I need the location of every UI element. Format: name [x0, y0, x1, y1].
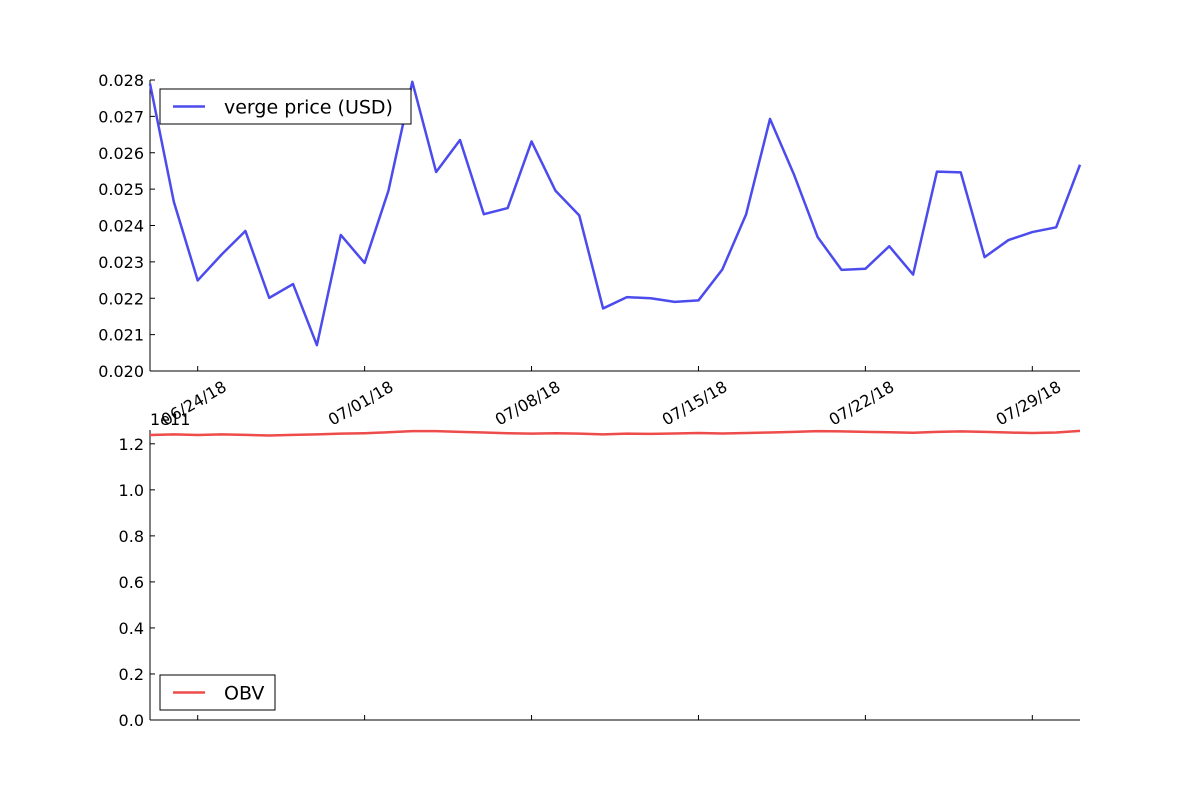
- y-tick-label: 1.0: [119, 481, 144, 500]
- x-tick-label: 07/29/18: [993, 377, 1065, 429]
- x-tick-label: 07/08/18: [492, 377, 564, 429]
- y-tick-label: 0.023: [98, 253, 144, 272]
- series-line: [149, 429, 1081, 437]
- series-line: [148, 80, 1082, 347]
- y-tick-label: 1.2: [119, 435, 144, 454]
- obv-chart: 0.0 0.2 0.4 0.6 0.8 1.0 1.2 1e11 OBV: [119, 410, 1081, 730]
- y-tick-label: 0.020: [98, 362, 144, 381]
- y-tick-label: 0.027: [98, 107, 144, 126]
- y-tick-label: 0.021: [98, 326, 144, 345]
- y-tick-label: 0.026: [98, 144, 144, 163]
- y-tick-label: 0.0: [119, 711, 144, 730]
- x-tick-label: 07/22/18: [826, 377, 898, 429]
- y-tick-label: 0.024: [98, 217, 144, 236]
- y-tick-label: 0.8: [119, 527, 144, 546]
- y-tick-label: 0.4: [119, 619, 144, 638]
- y-tick-label: 0.028: [98, 71, 144, 90]
- x-tick-label: 07/01/18: [325, 377, 397, 429]
- y-tick-label: 0.2: [119, 665, 144, 684]
- y-tick-label: 0.6: [119, 573, 144, 592]
- legend-label: verge price (USD): [224, 97, 393, 119]
- price-chart: 0.020 0.021 0.022 0.023 0.024 0.025 0.026 0.027…: [98, 71, 1082, 429]
- y-tick-label: 0.025: [98, 180, 144, 199]
- x-tick-label: 07/15/18: [659, 377, 731, 429]
- legend: OBV: [159, 674, 276, 711]
- y-tick-label: 0.022: [98, 289, 144, 308]
- legend: verge price (USD): [159, 88, 412, 125]
- offset-text: 1e11: [150, 410, 190, 429]
- legend-label: OBV: [224, 683, 264, 705]
